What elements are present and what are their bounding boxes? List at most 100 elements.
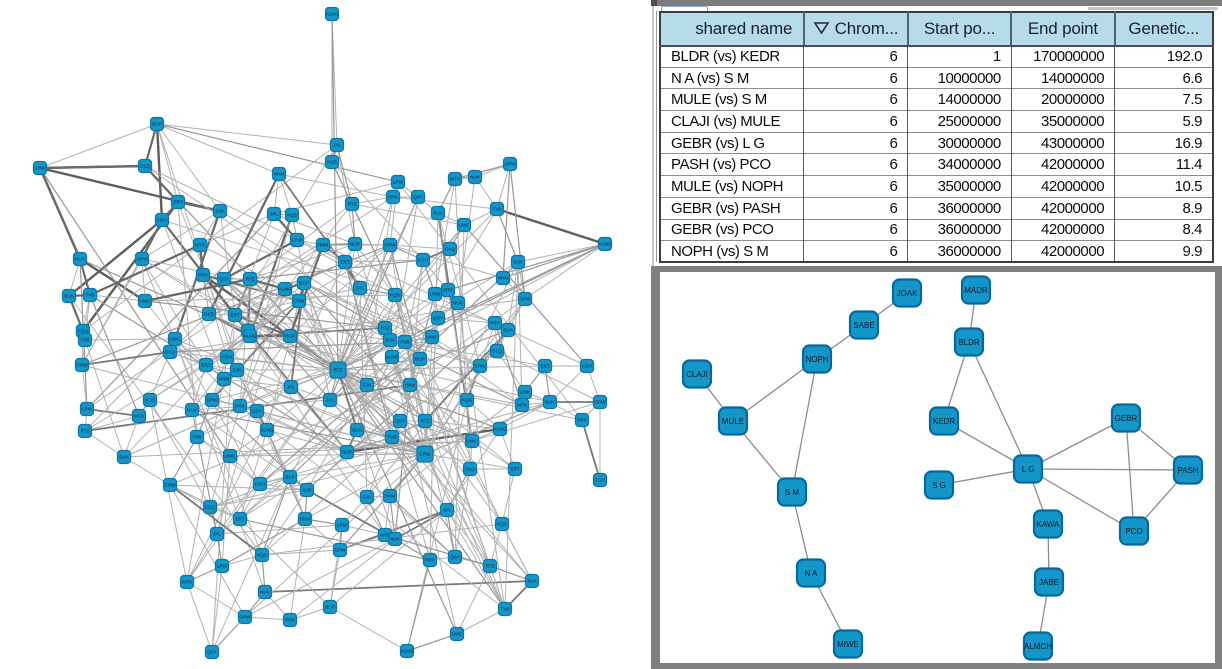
svg-text:ALMG: ALMG [598, 242, 611, 247]
svg-text:DLQ: DLQ [445, 247, 455, 252]
svg-text:JPL: JPL [333, 143, 341, 148]
svg-text:CRW: CRW [385, 243, 397, 248]
svg-text:PRX: PRX [577, 418, 586, 423]
svg-text:JABE: JABE [1039, 578, 1059, 587]
svg-text:NUV: NUV [453, 301, 464, 306]
svg-text:RTZ: RTZ [334, 368, 343, 373]
svg-text:SABE: SABE [853, 321, 874, 330]
svg-text:DLQ: DLQ [205, 505, 215, 510]
svg-text:MTX: MTX [443, 288, 453, 293]
svg-text:FGH: FGH [78, 329, 88, 334]
svg-text:OPW: OPW [505, 162, 517, 167]
svg-text:UWC: UWC [452, 632, 464, 637]
svg-text:SUA: SUA [527, 579, 537, 584]
svg-text:LRW: LRW [430, 292, 441, 297]
svg-text:HNM: HNM [405, 383, 416, 388]
svg-text:LRW: LRW [520, 390, 531, 395]
svg-text:HNM: HNM [318, 243, 329, 248]
svg-text:PRX: PRX [285, 618, 294, 623]
svg-text:GJK: GJK [216, 209, 226, 214]
svg-text:NUV: NUV [545, 400, 556, 405]
svg-text:CLAJI: CLAJI [686, 370, 708, 379]
svg-text:JPL: JPL [270, 212, 278, 217]
svg-text:CRW: CRW [35, 166, 47, 171]
svg-text:GJK: GJK [363, 495, 373, 500]
svg-text:TVB: TVB [501, 607, 510, 612]
svg-text:QSY: QSY [207, 650, 217, 655]
svg-text:OPW: OPW [240, 615, 252, 620]
svg-text:NUV: NUV [470, 175, 481, 180]
svg-text:BLDR: BLDR [958, 338, 980, 347]
svg-text:CRW: CRW [165, 483, 177, 488]
svg-text:OPW: OPW [520, 297, 532, 302]
svg-text:GJK: GJK [514, 260, 524, 265]
svg-text:KAWA: KAWA [1037, 520, 1061, 529]
svg-text:HNM: HNM [498, 276, 509, 281]
svg-text:KQS: KQS [145, 398, 155, 403]
svg-text:ERT: ERT [201, 363, 210, 368]
svg-text:SUA: SUA [64, 294, 74, 299]
svg-text:GJK: GJK [303, 488, 313, 493]
svg-text:MTX: MTX [182, 580, 192, 585]
svg-text:TVB: TVB [86, 293, 95, 298]
svg-text:DLQ: DLQ [140, 164, 150, 169]
svg-text:FGH: FGH [595, 478, 605, 483]
svg-text:ERT: ERT [340, 260, 349, 265]
svg-text:ERT: ERT [540, 364, 549, 369]
svg-text:TVB: TVB [81, 338, 90, 343]
svg-text:GJK: GJK [233, 368, 243, 373]
svg-text:MTX: MTX [195, 243, 205, 248]
svg-text:OPW: OPW [207, 398, 219, 403]
svg-text:OPW: OPW [335, 548, 347, 553]
svg-text:ERT: ERT [230, 313, 239, 318]
svg-text:PRX: PRX [425, 558, 434, 563]
svg-text:UWC: UWC [140, 299, 152, 304]
svg-text:KQS: KQS [257, 553, 267, 558]
svg-text:MTX: MTX [134, 414, 144, 419]
svg-text:MTX: MTX [450, 177, 460, 182]
svg-text:ALMG: ALMG [260, 428, 273, 433]
svg-text:KQS: KQS [287, 213, 297, 218]
svg-text:OPW: OPW [595, 400, 607, 405]
svg-text:FGH: FGH [222, 355, 232, 360]
svg-text:S G: S G [932, 481, 946, 490]
svg-text:PCO: PCO [1125, 527, 1142, 536]
svg-text:ALMG: ALMG [278, 287, 291, 292]
svg-text:MIWE: MIWE [837, 640, 859, 649]
svg-text:LRW: LRW [393, 180, 404, 185]
svg-text:ALMG: ALMG [243, 334, 256, 339]
svg-text:UWC: UWC [170, 337, 182, 342]
svg-text:CRW: CRW [77, 363, 89, 368]
svg-text:PRX: PRX [235, 404, 244, 409]
svg-text:SUA: SUA [385, 338, 395, 343]
svg-text:JPL: JPL [287, 385, 295, 390]
svg-text:NUV: NUV [187, 408, 198, 413]
svg-text:LRW: LRW [217, 564, 228, 569]
svg-text:QSY: QSY [433, 316, 443, 321]
svg-text:KQS: KQS [390, 293, 400, 298]
svg-text:BCP: BCP [152, 122, 161, 127]
svg-text:NUV: NUV [260, 590, 271, 595]
svg-text:ALMG: ALMG [493, 427, 506, 432]
svg-text:ALMCH: ALMCH [1024, 642, 1052, 651]
svg-text:DLQ: DLQ [204, 312, 214, 317]
svg-text:MTX: MTX [517, 403, 527, 408]
svg-text:NUV: NUV [390, 537, 401, 542]
svg-text:BCP: BCP [285, 334, 294, 339]
svg-text:N A: N A [805, 569, 819, 578]
svg-text:PRX: PRX [388, 195, 397, 200]
svg-text:JPL: JPL [213, 532, 221, 537]
svg-text:LRW: LRW [82, 407, 93, 412]
svg-text:DLQ: DLQ [465, 467, 475, 472]
svg-text:BCP: BCP [299, 281, 308, 286]
svg-text:BCP: BCP [285, 475, 294, 480]
svg-text:ALMG: ALMG [325, 12, 338, 17]
svg-text:ALMG: ALMG [385, 355, 398, 360]
svg-text:ERT: ERT [173, 200, 182, 205]
svg-text:SUA: SUA [433, 211, 443, 216]
svg-text:ERT: ERT [510, 467, 519, 472]
svg-text:L G: L G [1022, 465, 1035, 474]
svg-text:FGH: FGH [157, 218, 167, 223]
svg-text:KQS: KQS [462, 398, 472, 403]
svg-text:FGH: FGH [582, 364, 592, 369]
